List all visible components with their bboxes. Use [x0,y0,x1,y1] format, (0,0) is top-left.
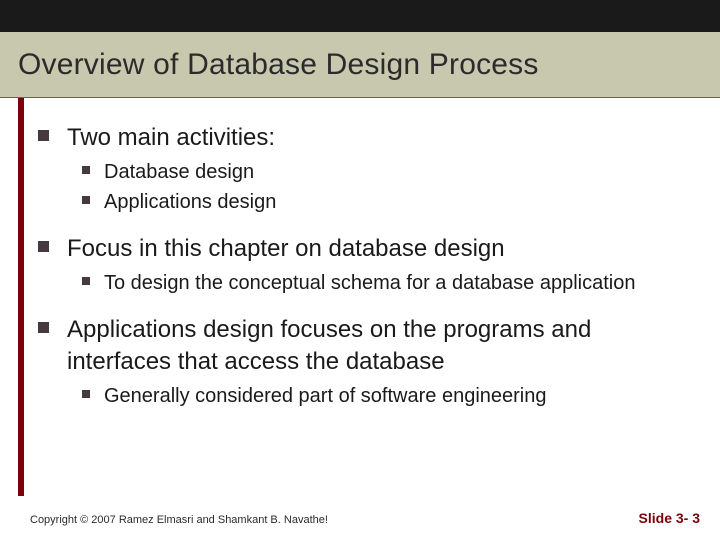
bullet-text: Applications design [104,189,276,215]
bullet-text: Database design [104,159,254,185]
bullet-l2: Database design [82,159,688,185]
square-bullet-icon [82,166,90,174]
square-bullet-icon [82,390,90,398]
bullet-text: Focus in this chapter on database design [67,233,505,264]
slide-title: Overview of Database Design Process [18,48,539,82]
square-bullet-icon [38,130,49,141]
bullet-text: To design the conceptual schema for a da… [104,270,635,296]
square-bullet-icon [82,277,90,285]
square-bullet-icon [38,241,49,252]
square-bullet-icon [38,322,49,333]
bullet-l1: Applications design focuses on the progr… [38,314,688,376]
spacer [38,300,688,314]
top-decor-band [0,0,720,32]
bullet-l1: Two main activities: [38,122,688,153]
bullet-text: Applications design focuses on the progr… [67,314,688,376]
copyright-text: Copyright © 2007 Ramez Elmasri and Shamk… [30,514,328,526]
side-accent-bar [18,98,24,496]
bullet-l2: To design the conceptual schema for a da… [82,270,688,296]
bullet-l1: Focus in this chapter on database design [38,233,688,264]
content-area: Two main activities: Database design App… [38,122,688,413]
slide-number: Slide 3- 3 [639,510,700,526]
bullet-text: Two main activities: [67,122,275,153]
footer: Copyright © 2007 Ramez Elmasri and Shamk… [30,510,700,526]
title-band: Overview of Database Design Process [0,32,720,98]
square-bullet-icon [82,196,90,204]
bullet-l2: Applications design [82,189,688,215]
spacer [38,219,688,233]
slide: Overview of Database Design Process Two … [0,0,720,540]
bullet-l2: Generally considered part of software en… [82,383,688,409]
bullet-text: Generally considered part of software en… [104,383,546,409]
